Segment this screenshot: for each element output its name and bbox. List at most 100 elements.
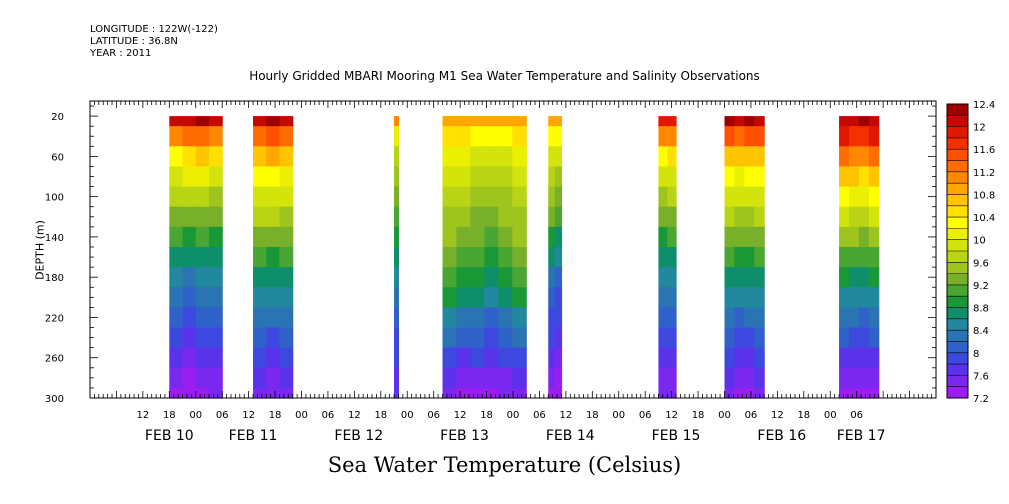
heatmap-cell xyxy=(658,267,668,288)
heatmap-cell xyxy=(456,126,471,147)
heatmap-cell xyxy=(266,226,281,248)
heatmap-cell xyxy=(744,367,755,389)
heatmap-cell xyxy=(484,226,499,248)
colorbar-swatch xyxy=(947,194,968,207)
heatmap-cell xyxy=(182,146,197,168)
heatmap-cell xyxy=(512,267,527,288)
colorbar-swatch xyxy=(947,296,968,308)
heatmap-cell xyxy=(734,287,745,308)
heatmap-cell xyxy=(848,146,860,168)
heatmap-cell xyxy=(744,146,755,168)
heatmap-cell xyxy=(266,246,281,268)
heatmap-cell xyxy=(734,327,745,349)
heatmap-cell xyxy=(208,347,223,369)
heatmap-cell xyxy=(667,116,677,127)
metadata-block: LONGITUDE : 122W(-122) LATITUDE : 36.8N … xyxy=(90,24,218,60)
heatmap-cell xyxy=(548,287,556,308)
heatmap-cell xyxy=(658,206,668,228)
heatmap-cell xyxy=(279,367,294,389)
heatmap-cell xyxy=(182,287,197,308)
heatmap-cell xyxy=(512,367,527,389)
heatmap-cell xyxy=(470,387,485,399)
y-tick-label: 100 xyxy=(45,193,64,204)
heatmap-cell xyxy=(182,116,197,127)
heatmap-cell xyxy=(744,287,755,308)
heatmap-cell xyxy=(456,186,471,208)
heatmap-cell xyxy=(253,206,267,228)
colorbar-swatch xyxy=(947,183,968,195)
heatmap-cell xyxy=(512,126,527,147)
heatmap-cell xyxy=(279,327,294,349)
heatmap-cell xyxy=(442,347,458,369)
heatmap-cell xyxy=(868,347,880,369)
heatmap-cell xyxy=(182,367,197,389)
colorbar-swatch xyxy=(947,352,968,365)
heatmap-cell xyxy=(744,307,755,329)
heatmap-cell xyxy=(548,186,556,208)
heatmap-cell xyxy=(470,226,485,248)
heatmap-cell xyxy=(667,126,677,147)
heatmap-cell xyxy=(754,126,765,147)
heatmap-cells xyxy=(169,116,880,399)
heatmap-cell xyxy=(839,206,850,228)
heatmap-cell xyxy=(734,166,745,188)
x-tick-label: 18 xyxy=(797,410,810,421)
heatmap-cell xyxy=(667,307,677,329)
heatmap-cell xyxy=(169,307,184,329)
heatmap-cell xyxy=(279,226,294,248)
heatmap-cell xyxy=(734,126,745,147)
heatmap-cell xyxy=(442,246,458,268)
heatmap-cell xyxy=(279,246,294,268)
colorbar-swatch xyxy=(947,284,968,297)
heatmap-cell xyxy=(839,287,850,308)
colorbar-label: 7.2 xyxy=(973,394,989,405)
heatmap-cell xyxy=(279,287,294,308)
latitude-text: LATITUDE : 36.8N xyxy=(90,36,178,47)
heatmap-cell xyxy=(456,226,471,248)
x-tick-label: 12 xyxy=(771,410,784,421)
y-tick-label: 300 xyxy=(45,394,64,405)
heatmap-cell xyxy=(667,206,677,228)
heatmap-cell xyxy=(266,347,281,369)
x-tick-label: 00 xyxy=(295,410,308,421)
heatmap-cell xyxy=(839,347,850,369)
heatmap-cell xyxy=(456,267,471,288)
heatmap-cell xyxy=(169,367,184,389)
heatmap-cell xyxy=(470,246,485,268)
heatmap-cell xyxy=(266,367,281,389)
heatmap-cell xyxy=(208,307,223,329)
colorbar-label: 9.6 xyxy=(973,258,989,269)
colorbar-swatch xyxy=(947,137,968,150)
y-tick-label: 20 xyxy=(51,112,64,123)
heatmap-cell xyxy=(554,287,563,308)
heatmap-cell xyxy=(169,146,184,168)
heatmap-cell xyxy=(724,126,736,147)
heatmap-cell xyxy=(266,166,281,188)
heatmap-cell xyxy=(744,387,755,399)
heatmap-cell xyxy=(442,116,458,127)
heatmap-cell xyxy=(498,206,513,228)
heatmap-cell xyxy=(195,206,210,228)
heatmap-cell xyxy=(512,327,527,349)
heatmap-cell xyxy=(394,387,400,399)
heatmap-cell xyxy=(279,186,294,208)
heatmap-cell xyxy=(667,186,677,208)
heatmap-cell xyxy=(498,246,513,268)
heatmap-cell xyxy=(858,307,870,329)
heatmap-cell xyxy=(839,307,850,329)
heatmap-cell xyxy=(667,246,677,268)
heatmap-cell xyxy=(512,186,527,208)
heatmap-cell xyxy=(512,307,527,329)
heatmap-cell xyxy=(182,307,197,329)
heatmap-cell xyxy=(858,166,870,188)
heatmap-cell xyxy=(734,226,745,248)
x-tick-label: 00 xyxy=(718,410,731,421)
heatmap-cell xyxy=(848,226,860,248)
heatmap-cell xyxy=(253,186,267,208)
heatmap-cell xyxy=(744,116,755,127)
x-day-label: FEB 15 xyxy=(652,428,701,444)
heatmap-cell xyxy=(279,166,294,188)
x-day-label: FEB 17 xyxy=(837,428,886,444)
heatmap-cell xyxy=(484,146,499,168)
x-tick-label: 12 xyxy=(348,410,361,421)
